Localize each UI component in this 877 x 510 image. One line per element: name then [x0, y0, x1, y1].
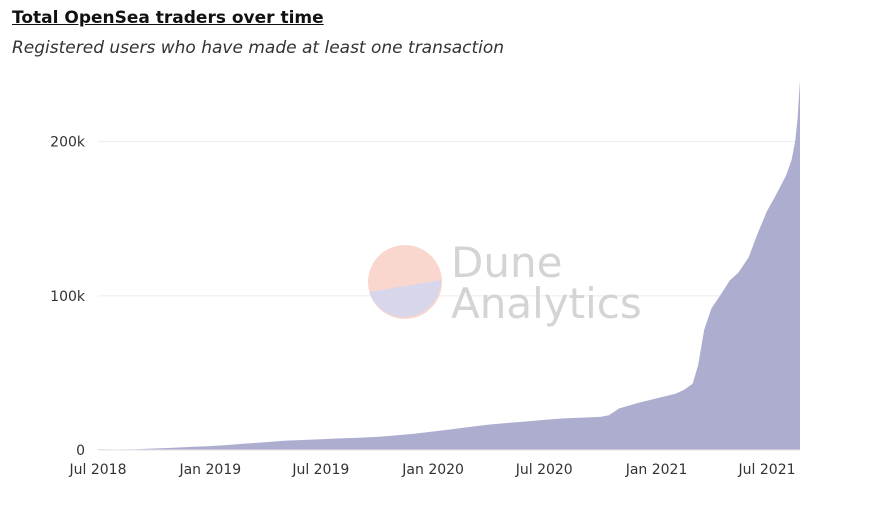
y-tick-label: 100k — [50, 289, 86, 305]
x-tick-label: Jan 2021 — [625, 462, 688, 478]
chart-subtitle: Registered users who have made at least … — [12, 38, 505, 58]
x-tick-label: Jan 2020 — [401, 462, 464, 478]
y-axis-ticks: 0 100k 200k — [50, 135, 86, 459]
y-tick-label: 0 — [76, 443, 85, 459]
x-tick-label: Jul 2020 — [515, 462, 573, 478]
y-tick-label: 200k — [50, 135, 86, 151]
chart-title: Total OpenSea traders over time — [12, 8, 324, 28]
series-area — [98, 80, 800, 450]
grid-lines — [98, 141, 800, 297]
watermark-text-dune: Dune — [451, 238, 562, 287]
watermark-logo-lower-icon — [369, 280, 441, 318]
x-tick-label: Jul 2021 — [738, 462, 796, 478]
x-tick-label: Jul 2019 — [291, 462, 349, 478]
watermark-text-analytics: Analytics — [451, 279, 642, 328]
x-axis-ticks: Jul 2018 Jan 2019 Jul 2019 Jan 2020 Jul 2020… — [69, 462, 796, 478]
x-tick-label: Jan 2019 — [178, 462, 241, 478]
dune-analytics-watermark: Dune Analytics — [368, 238, 642, 328]
x-tick-label: Jul 2018 — [69, 462, 127, 478]
